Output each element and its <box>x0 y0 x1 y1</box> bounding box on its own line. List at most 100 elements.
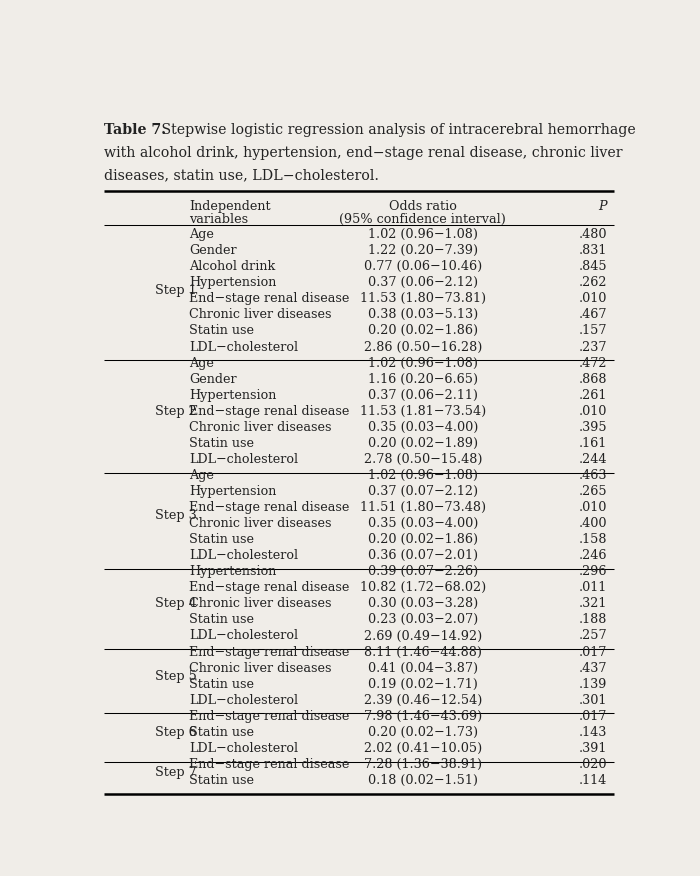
Text: 0.35 (0.03−4.00): 0.35 (0.03−4.00) <box>368 517 478 530</box>
Text: .400: .400 <box>579 517 607 530</box>
Text: P: P <box>598 200 607 213</box>
Text: Statin use: Statin use <box>190 613 255 626</box>
Text: Table 7.: Table 7. <box>104 123 166 137</box>
Text: .321: .321 <box>579 597 607 611</box>
Text: .261: .261 <box>579 389 607 402</box>
Text: .161: .161 <box>579 437 607 449</box>
Text: End−stage renal disease: End−stage renal disease <box>190 646 350 659</box>
Text: 7.28 (1.36−38.91): 7.28 (1.36−38.91) <box>364 758 482 771</box>
Text: Step 4: Step 4 <box>155 597 197 611</box>
Text: 0.38 (0.03−5.13): 0.38 (0.03−5.13) <box>368 308 478 321</box>
Text: .480: .480 <box>579 228 607 241</box>
Text: variables: variables <box>190 213 248 226</box>
Text: 1.02 (0.96−1.08): 1.02 (0.96−1.08) <box>368 469 478 482</box>
Text: (95% confidence interval): (95% confidence interval) <box>340 213 506 226</box>
Text: .139: .139 <box>579 678 607 690</box>
Text: .143: .143 <box>579 726 607 738</box>
Text: Age: Age <box>190 469 214 482</box>
Text: .246: .246 <box>579 549 607 562</box>
Text: 0.23 (0.03−2.07): 0.23 (0.03−2.07) <box>368 613 478 626</box>
Text: .020: .020 <box>579 758 607 771</box>
Text: .257: .257 <box>579 630 607 642</box>
Text: 0.39 (0.07−2.26): 0.39 (0.07−2.26) <box>368 565 478 578</box>
Text: 11.51 (1.80−73.48): 11.51 (1.80−73.48) <box>360 501 486 514</box>
Text: .188: .188 <box>579 613 607 626</box>
Text: .114: .114 <box>579 774 607 787</box>
Text: End−stage renal disease: End−stage renal disease <box>190 582 350 594</box>
Text: Chronic liver diseases: Chronic liver diseases <box>190 517 332 530</box>
Text: 2.86 (0.50−16.28): 2.86 (0.50−16.28) <box>363 341 482 354</box>
Text: Age: Age <box>190 228 214 241</box>
Text: .017: .017 <box>579 710 607 723</box>
Text: .301: .301 <box>579 694 607 707</box>
Text: Chronic liver diseases: Chronic liver diseases <box>190 420 332 434</box>
Text: 2.78 (0.50−15.48): 2.78 (0.50−15.48) <box>363 453 482 466</box>
Text: with alcohol drink, hypertension, end−stage renal disease, chronic liver: with alcohol drink, hypertension, end−st… <box>104 145 622 159</box>
Text: Hypertension: Hypertension <box>190 485 277 498</box>
Text: 0.20 (0.02−1.89): 0.20 (0.02−1.89) <box>368 437 478 449</box>
Text: LDL−cholesterol: LDL−cholesterol <box>190 453 299 466</box>
Text: Hypertension: Hypertension <box>190 565 277 578</box>
Text: LDL−cholesterol: LDL−cholesterol <box>190 630 299 642</box>
Text: 2.69 (0.49−14.92): 2.69 (0.49−14.92) <box>363 630 482 642</box>
Text: 0.41 (0.04−3.87): 0.41 (0.04−3.87) <box>368 661 478 675</box>
Text: 11.53 (1.80−73.81): 11.53 (1.80−73.81) <box>360 293 486 306</box>
Text: 0.20 (0.02−1.86): 0.20 (0.02−1.86) <box>368 533 478 546</box>
Text: Step 6: Step 6 <box>155 726 197 738</box>
Text: .237: .237 <box>579 341 607 354</box>
Text: .437: .437 <box>579 661 607 675</box>
Text: .262: .262 <box>579 276 607 289</box>
Text: Statin use: Statin use <box>190 678 255 690</box>
Text: 2.39 (0.46−12.54): 2.39 (0.46−12.54) <box>363 694 482 707</box>
Text: 0.37 (0.07−2.12): 0.37 (0.07−2.12) <box>368 485 478 498</box>
Text: 11.53 (1.81−73.54): 11.53 (1.81−73.54) <box>360 405 486 418</box>
Text: Chronic liver diseases: Chronic liver diseases <box>190 308 332 321</box>
Text: 7.98 (1.46−43.69): 7.98 (1.46−43.69) <box>363 710 482 723</box>
Text: .244: .244 <box>579 453 607 466</box>
Text: 0.37 (0.06−2.11): 0.37 (0.06−2.11) <box>368 389 478 402</box>
Text: End−stage renal disease: End−stage renal disease <box>190 293 350 306</box>
Text: .010: .010 <box>579 405 607 418</box>
Text: .265: .265 <box>579 485 607 498</box>
Text: 1.16 (0.20−6.65): 1.16 (0.20−6.65) <box>368 372 478 385</box>
Text: Alcohol drink: Alcohol drink <box>190 260 276 273</box>
Text: Statin use: Statin use <box>190 726 255 738</box>
Text: .158: .158 <box>579 533 607 546</box>
Text: 0.18 (0.02−1.51): 0.18 (0.02−1.51) <box>368 774 478 787</box>
Text: Gender: Gender <box>190 372 237 385</box>
Text: Step 3: Step 3 <box>155 509 197 522</box>
Text: .472: .472 <box>579 357 607 370</box>
Text: 1.22 (0.20−7.39): 1.22 (0.20−7.39) <box>368 244 478 258</box>
Text: LDL−cholesterol: LDL−cholesterol <box>190 742 299 755</box>
Text: Gender: Gender <box>190 244 237 258</box>
Text: 0.37 (0.06−2.12): 0.37 (0.06−2.12) <box>368 276 478 289</box>
Text: .463: .463 <box>579 469 607 482</box>
Text: .395: .395 <box>579 420 607 434</box>
Text: Step 1: Step 1 <box>155 285 197 297</box>
Text: Chronic liver diseases: Chronic liver diseases <box>190 661 332 675</box>
Text: 8.11 (1.46−44.88): 8.11 (1.46−44.88) <box>364 646 482 659</box>
Text: Hypertension: Hypertension <box>190 389 277 402</box>
Text: .010: .010 <box>579 501 607 514</box>
Text: Statin use: Statin use <box>190 774 255 787</box>
Text: .017: .017 <box>579 646 607 659</box>
Text: 0.20 (0.02−1.86): 0.20 (0.02−1.86) <box>368 324 478 337</box>
Text: 0.77 (0.06−10.46): 0.77 (0.06−10.46) <box>363 260 482 273</box>
Text: Age: Age <box>190 357 214 370</box>
Text: 0.19 (0.02−1.71): 0.19 (0.02−1.71) <box>368 678 477 690</box>
Text: .831: .831 <box>579 244 607 258</box>
Text: Chronic liver diseases: Chronic liver diseases <box>190 597 332 611</box>
Text: 2.02 (0.41−10.05): 2.02 (0.41−10.05) <box>363 742 482 755</box>
Text: Step 7: Step 7 <box>155 766 197 779</box>
Text: Statin use: Statin use <box>190 533 255 546</box>
Text: Step 2: Step 2 <box>155 405 197 418</box>
Text: Stepwise logistic regression analysis of intracerebral hemorrhage: Stepwise logistic regression analysis of… <box>157 123 636 137</box>
Text: .845: .845 <box>579 260 607 273</box>
Text: End−stage renal disease: End−stage renal disease <box>190 405 350 418</box>
Text: .157: .157 <box>579 324 607 337</box>
Text: 1.02 (0.96−1.08): 1.02 (0.96−1.08) <box>368 357 478 370</box>
Text: diseases, statin use, LDL−cholesterol.: diseases, statin use, LDL−cholesterol. <box>104 168 379 182</box>
Text: LDL−cholesterol: LDL−cholesterol <box>190 694 299 707</box>
Text: Step 5: Step 5 <box>155 669 197 682</box>
Text: .391: .391 <box>579 742 607 755</box>
